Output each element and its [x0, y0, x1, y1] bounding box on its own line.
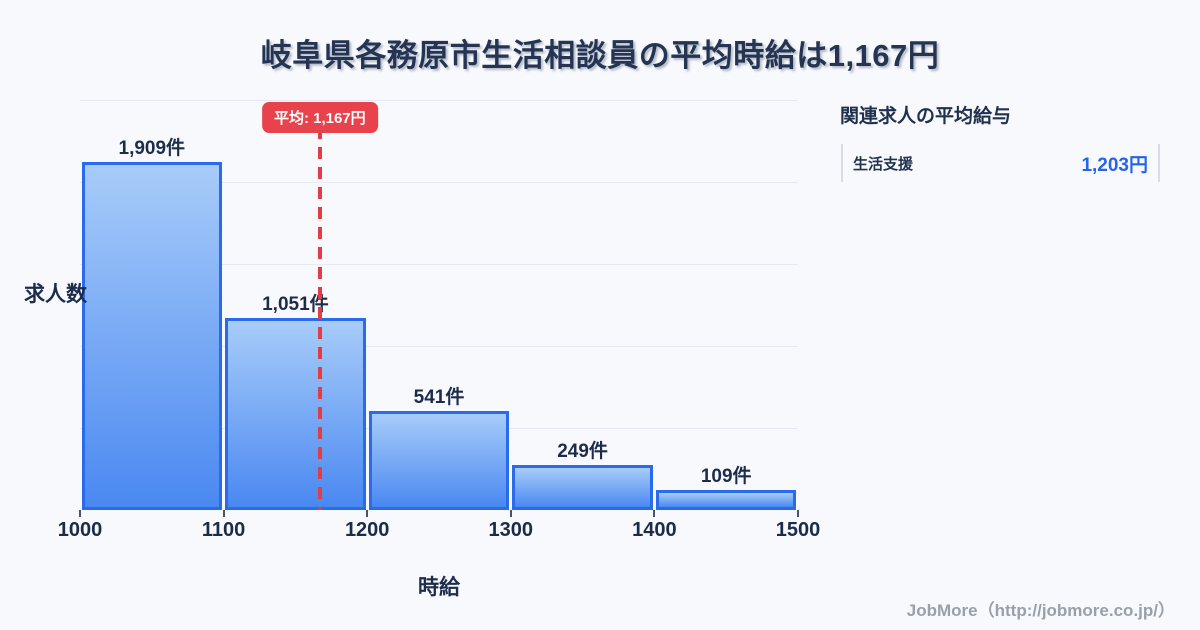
histogram-bar — [512, 465, 653, 510]
x-axis-title: 時給 — [418, 576, 460, 599]
x-axis-tick — [222, 510, 225, 517]
x-axis-tick-label: 1400 — [632, 519, 677, 541]
gridline — [80, 182, 798, 183]
bar-value-label: 1,909件 — [118, 138, 186, 159]
related-job-label: 生活支援 — [853, 155, 914, 173]
x-axis-tick-label: 1200 — [344, 519, 390, 541]
related-job-value: 1,203円 — [1081, 154, 1148, 176]
related-jobs-heading: 関連求人の平均給与 — [840, 106, 1012, 127]
x-axis-tick-label: 1100 — [201, 519, 246, 541]
x-axis-tick — [366, 510, 369, 517]
site-credit: JobMore（http://jobmore.co.jp/） — [906, 601, 1175, 620]
average-value-badge: 平均: 1,167円 — [261, 102, 378, 133]
bar-value-label: 1,051件 — [262, 294, 329, 315]
gridline — [80, 264, 798, 265]
gridline — [80, 100, 798, 101]
histogram-bar — [81, 162, 223, 510]
histogram-bar — [225, 318, 366, 510]
histogram-plot-area: 平均: 1,167円 1,909件 1,051件 541件 249件 109件 1000 1… — [58, 100, 820, 541]
x-axis-tick-label: 1300 — [488, 519, 534, 541]
y-axis-title: 求人数 — [24, 283, 87, 306]
x-axis-tick — [79, 510, 81, 517]
bar-value-label: 109件 — [700, 466, 752, 487]
gridline — [80, 346, 798, 347]
x-axis-tick-label: 1000 — [57, 519, 103, 541]
bar-value-label: 249件 — [557, 441, 608, 462]
x-axis-tick — [797, 510, 799, 517]
x-axis-tick — [653, 510, 656, 517]
average-dashed-line — [317, 127, 322, 510]
bar-value-label: 541件 — [413, 387, 465, 408]
page-title: 岐阜県各務原市生活相談員の平均時給は1,167円 — [260, 38, 940, 73]
histogram-bar — [368, 411, 510, 510]
x-axis-tick-label: 1500 — [775, 519, 821, 541]
x-axis-tick — [509, 510, 512, 517]
histogram-bar — [655, 490, 797, 510]
related-job-row: 生活支援 1,203円 — [841, 144, 1160, 182]
